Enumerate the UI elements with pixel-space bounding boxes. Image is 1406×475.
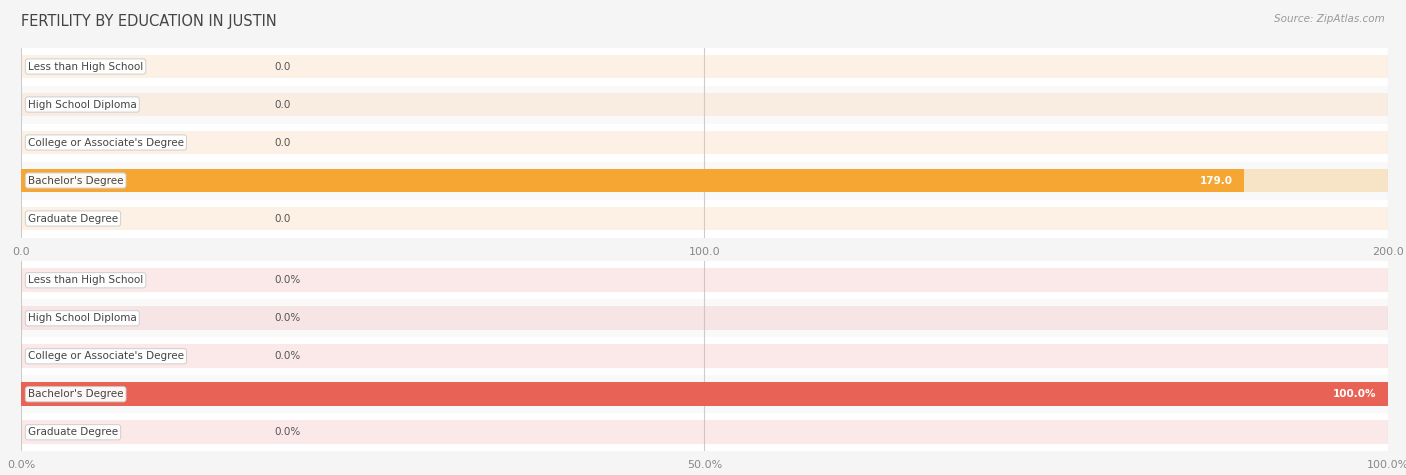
Bar: [21, 93, 1388, 116]
Bar: [21, 162, 1388, 199]
Text: Less than High School: Less than High School: [28, 275, 143, 285]
Bar: [21, 382, 1388, 406]
Text: Bachelor's Degree: Bachelor's Degree: [28, 389, 124, 399]
Text: High School Diploma: High School Diploma: [28, 99, 136, 110]
Bar: [21, 261, 1388, 299]
Text: 0.0: 0.0: [274, 213, 290, 224]
Bar: [21, 375, 1388, 413]
Bar: [21, 306, 1388, 330]
Bar: [21, 131, 1388, 154]
Text: 0.0%: 0.0%: [274, 313, 299, 323]
Text: 0.0: 0.0: [274, 137, 290, 148]
Bar: [21, 86, 1388, 124]
Text: 179.0: 179.0: [1201, 175, 1233, 186]
Bar: [21, 299, 1388, 337]
Text: 0.0%: 0.0%: [274, 275, 299, 285]
Bar: [21, 55, 1388, 78]
Bar: [21, 200, 1388, 238]
Text: High School Diploma: High School Diploma: [28, 313, 136, 323]
Bar: [21, 420, 1388, 444]
Text: College or Associate's Degree: College or Associate's Degree: [28, 351, 184, 361]
Text: Less than High School: Less than High School: [28, 61, 143, 72]
Text: Graduate Degree: Graduate Degree: [28, 213, 118, 224]
Bar: [21, 268, 1388, 292]
Text: College or Associate's Degree: College or Associate's Degree: [28, 137, 184, 148]
Bar: [21, 124, 1388, 162]
Bar: [21, 48, 1388, 86]
Text: Graduate Degree: Graduate Degree: [28, 427, 118, 437]
Text: 0.0: 0.0: [274, 99, 290, 110]
Text: 0.0%: 0.0%: [274, 351, 299, 361]
Bar: [21, 413, 1388, 451]
Text: 0.0: 0.0: [274, 61, 290, 72]
Text: 0.0%: 0.0%: [274, 427, 299, 437]
Bar: [21, 337, 1388, 375]
Bar: [21, 382, 1388, 406]
Bar: [21, 169, 1388, 192]
Text: FERTILITY BY EDUCATION IN JUSTIN: FERTILITY BY EDUCATION IN JUSTIN: [21, 14, 277, 29]
Bar: [21, 207, 1388, 230]
Text: 100.0%: 100.0%: [1333, 389, 1376, 399]
Text: Source: ZipAtlas.com: Source: ZipAtlas.com: [1274, 14, 1385, 24]
Text: Bachelor's Degree: Bachelor's Degree: [28, 175, 124, 186]
Bar: [21, 169, 1244, 192]
Bar: [21, 344, 1388, 368]
